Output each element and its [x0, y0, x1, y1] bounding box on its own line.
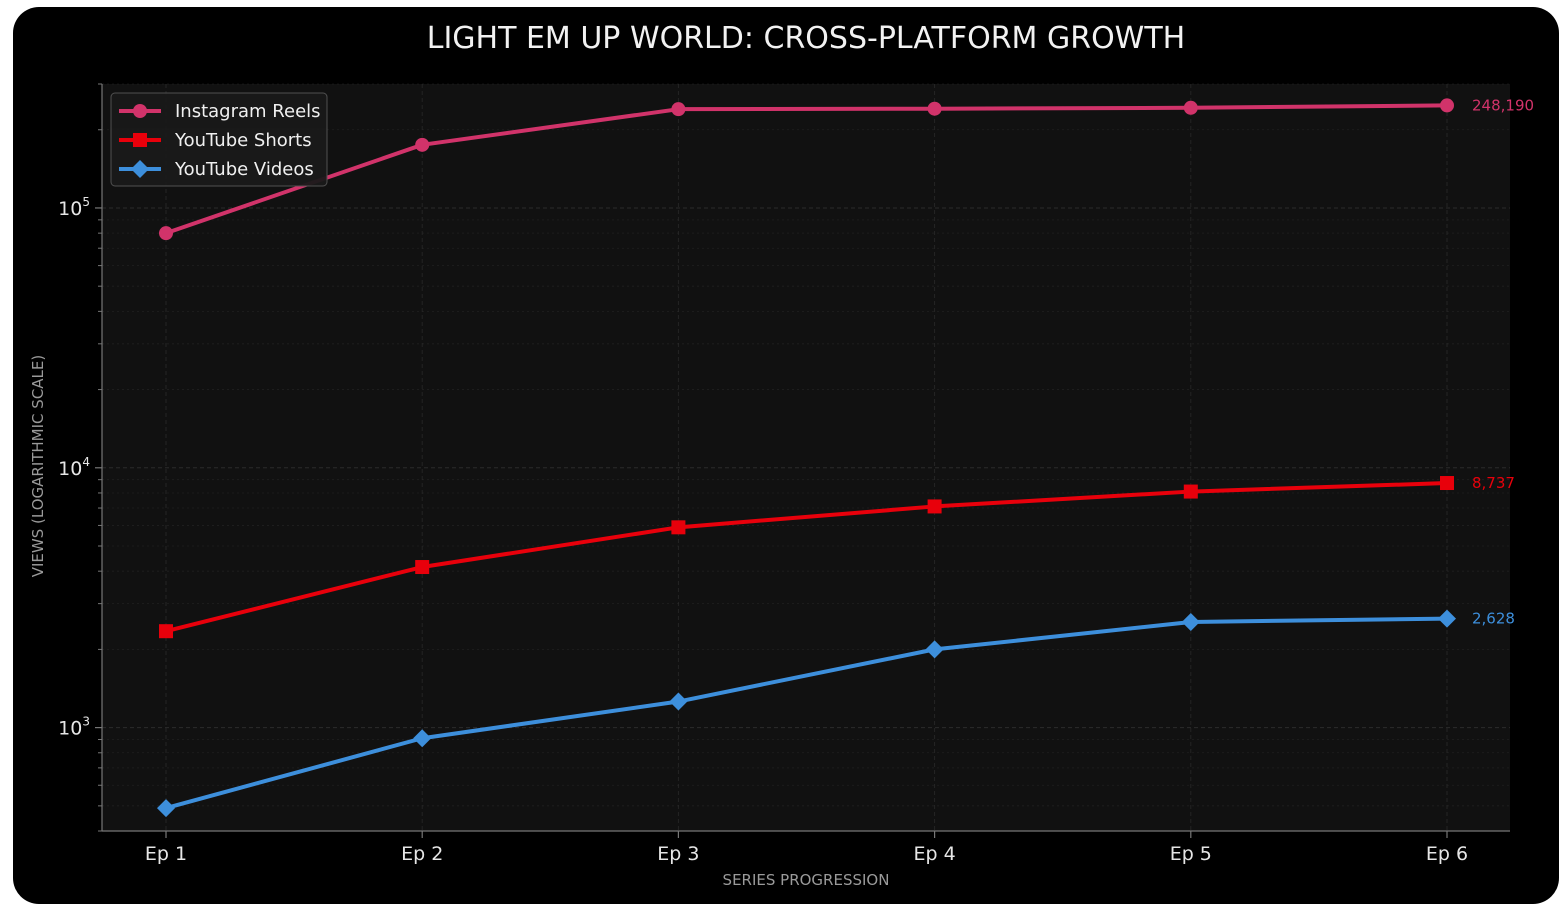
end-value-label: 2,628: [1472, 610, 1515, 628]
y-tick-label: 105: [58, 195, 90, 220]
data-point: [1183, 484, 1198, 499]
y-tick-label: 103: [58, 715, 90, 740]
data-point: [927, 499, 942, 514]
data-point: [1440, 98, 1454, 113]
axes: 103 104 105 Ep 1 Ep 2 Ep 3 Ep 4 Ep 5 Ep 6: [58, 83, 1510, 865]
data-point: [413, 729, 432, 748]
legend-item: YouTube Videos: [119, 159, 314, 180]
series-youtube-shorts: [159, 476, 1454, 639]
data-point: [1440, 476, 1454, 491]
legend-marker: [133, 133, 147, 147]
series-youtube-videos: [157, 609, 1456, 818]
x-tick-label: Ep 2: [401, 843, 443, 865]
end-labels: 248,190 8,737 2,628: [1472, 96, 1534, 627]
legend-label: YouTube Videos: [174, 159, 314, 180]
data-point: [927, 101, 942, 116]
legend-item: Instagram Reels: [119, 101, 321, 122]
legend-box: [110, 92, 328, 187]
chart-title: LIGHT EM UP WORLD: CROSS-PLATFORM GROWTH: [427, 21, 1185, 56]
end-value-label: 248,190: [1472, 96, 1534, 114]
end-value-label: 8,737: [1472, 474, 1515, 492]
data-point: [1181, 612, 1200, 631]
series-line: [164, 103, 1449, 236]
data-point: [415, 137, 430, 152]
data-point: [159, 226, 173, 241]
grid: [102, 83, 1510, 832]
legend-label: Instagram Reels: [175, 101, 321, 122]
x-tick-label: Ep 4: [913, 843, 955, 865]
data-point: [671, 520, 686, 535]
chart-canvas: 103 104 105 Ep 1 Ep 2 Ep 3 Ep 4 Ep 5 Ep 6 248,19…: [29, 21, 1534, 889]
legend-marker: [133, 104, 147, 118]
x-axis-label: SERIES PROGRESSION: [723, 871, 890, 889]
legend-marker: [131, 160, 149, 178]
series-layer: [157, 98, 1456, 818]
data-point: [925, 640, 944, 659]
legend-label: YouTube Shorts: [174, 130, 312, 151]
plot-area: [102, 84, 1510, 831]
data-point: [159, 624, 173, 639]
series-instagram-reels: [159, 98, 1454, 241]
y-tick-label: 104: [58, 455, 90, 480]
data-point: [1183, 100, 1198, 115]
legend: Instagram Reels YouTube Shorts YouTube Vid…: [110, 92, 328, 187]
y-axis-label: VIEWS (LOGARITHMIC SCALE): [29, 355, 47, 578]
chart-card: 103 104 105 Ep 1 Ep 2 Ep 3 Ep 4 Ep 5 Ep 6 248,19…: [13, 7, 1559, 904]
data-point: [671, 102, 686, 117]
series-line: [164, 616, 1449, 811]
legend-item: YouTube Shorts: [119, 130, 312, 151]
data-point: [157, 799, 175, 818]
data-point: [415, 560, 430, 575]
x-tick-label: Ep 3: [657, 843, 699, 865]
x-tick-label: Ep 5: [1170, 843, 1212, 865]
series-line: [164, 481, 1449, 634]
x-tick-label: Ep 1: [145, 843, 187, 865]
x-tick-label: Ep 6: [1426, 843, 1468, 865]
data-point: [1438, 609, 1456, 628]
data-point: [669, 692, 688, 711]
